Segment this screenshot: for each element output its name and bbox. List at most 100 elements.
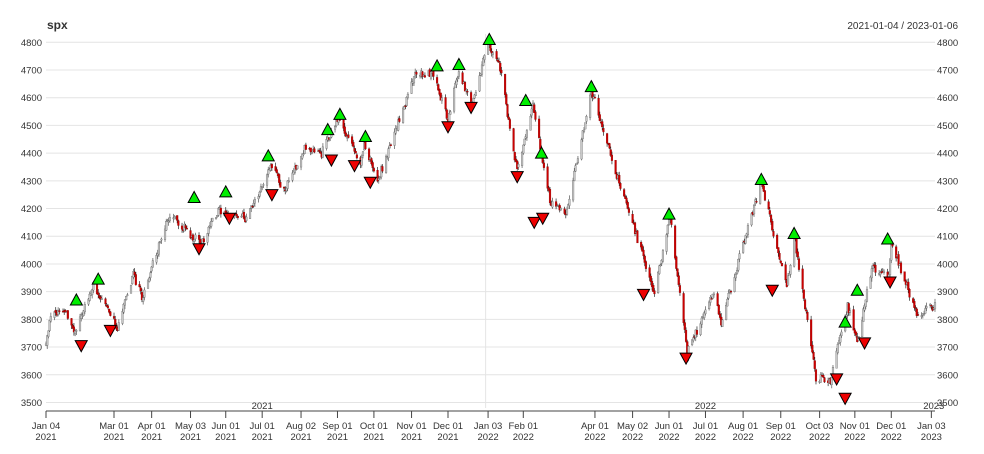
candle: [784, 261, 787, 283]
y-tick-label-right: 4500: [937, 121, 958, 132]
candle-body: [296, 165, 299, 170]
candle-body: [139, 287, 142, 292]
candle-body: [412, 76, 416, 84]
candle-body: [643, 255, 646, 263]
candle: [478, 72, 481, 92]
candle-body: [534, 111, 537, 120]
candle-body: [631, 213, 634, 223]
candle-body: [258, 191, 261, 197]
candle-body: [810, 319, 813, 347]
candle: [700, 316, 703, 328]
candle: [529, 114, 532, 131]
candle-body: [608, 143, 611, 149]
candle: [853, 327, 856, 336]
candle: [814, 368, 818, 385]
candle: [457, 69, 460, 80]
candle-body: [354, 151, 357, 154]
candle-body: [381, 166, 384, 172]
candle-body: [299, 156, 303, 168]
candle-body: [823, 377, 826, 383]
candle-body: [97, 292, 100, 295]
candle: [104, 297, 107, 307]
candle: [121, 308, 124, 326]
candle-body: [235, 213, 238, 217]
candle: [88, 291, 91, 302]
candle: [150, 266, 153, 274]
x-tick-year-label: 2021: [290, 432, 311, 443]
candle-body: [463, 82, 467, 92]
candle: [665, 233, 668, 255]
buy-signal-marker: [482, 32, 497, 46]
candle-body: [819, 374, 822, 383]
buy-signal-marker: [430, 58, 444, 72]
candle: [236, 215, 239, 220]
candle-body: [385, 155, 388, 173]
candle: [58, 308, 61, 315]
candle: [449, 110, 452, 115]
candle-body: [83, 304, 86, 313]
candle: [575, 162, 578, 165]
candle-body: [924, 308, 927, 314]
candle-body: [184, 225, 187, 229]
candle: [368, 147, 371, 162]
candle: [381, 164, 384, 174]
candle-body: [91, 289, 94, 295]
candle-body: [712, 293, 716, 296]
x-tick-label: Sep 01: [766, 421, 796, 432]
candle: [606, 132, 609, 147]
candle-body: [353, 147, 356, 152]
candle-body: [523, 138, 526, 146]
candle: [385, 154, 388, 174]
candle-body: [321, 146, 324, 158]
candle: [810, 315, 813, 349]
y-tick-label-right: 3800: [937, 315, 958, 326]
candle-body: [267, 169, 270, 175]
candle: [134, 271, 137, 286]
x-tick-label: Aug 01: [728, 421, 758, 432]
x-tick-label: Mar 01: [99, 421, 129, 432]
candle-body: [771, 221, 774, 231]
candle-body: [568, 198, 571, 206]
candle: [614, 160, 617, 175]
candle-body: [602, 128, 605, 133]
candle: [657, 270, 660, 294]
candle: [248, 208, 252, 219]
candle-body: [189, 230, 192, 239]
candle-body: [598, 114, 601, 121]
candle-body: [796, 251, 799, 258]
candle: [903, 271, 906, 282]
candle-body: [726, 298, 729, 307]
candle-body: [636, 230, 639, 244]
candle-body: [236, 216, 239, 218]
candle-body: [202, 238, 205, 243]
candle: [644, 260, 648, 272]
candle-body: [456, 77, 459, 79]
candle: [258, 190, 261, 198]
candle-body: [581, 130, 584, 139]
candle-body: [793, 236, 796, 267]
candle-body: [159, 240, 162, 243]
candle-body: [759, 183, 762, 204]
candle-body: [95, 283, 99, 295]
candle-body: [388, 145, 391, 149]
y-tick-label-right: 4300: [937, 176, 958, 187]
candle-body: [143, 289, 146, 298]
x-tick-label: Dec 01: [876, 421, 906, 432]
x-tick-label: Jan 04: [32, 421, 61, 432]
candle-body: [421, 71, 424, 77]
candle-body: [415, 71, 418, 75]
candle: [415, 70, 418, 79]
candle-body: [763, 190, 767, 201]
x-tick-label: Dec 01: [433, 421, 463, 432]
candle-body: [895, 246, 898, 259]
candle-body: [517, 164, 520, 168]
candle: [245, 213, 248, 223]
candle: [572, 177, 575, 203]
candle-body: [704, 309, 707, 314]
x-tick-label: Aug 02: [286, 421, 316, 432]
candle-body: [678, 285, 682, 293]
candle: [870, 265, 873, 282]
candle-body: [565, 209, 569, 215]
y-tick-label-left: 4700: [21, 66, 42, 77]
